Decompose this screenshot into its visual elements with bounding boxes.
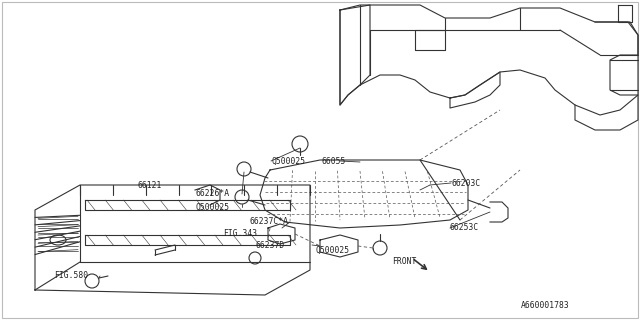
Text: 66055: 66055 (321, 156, 346, 165)
Text: FRONT: FRONT (392, 258, 417, 267)
Text: Q500025: Q500025 (272, 156, 306, 165)
Text: FIG.580: FIG.580 (54, 271, 88, 281)
Text: FIG.343: FIG.343 (223, 229, 257, 238)
Text: 66226*A: 66226*A (195, 189, 229, 198)
Text: 66253C: 66253C (450, 223, 479, 233)
Text: Q500025: Q500025 (315, 245, 349, 254)
Text: Q500025: Q500025 (196, 203, 230, 212)
Text: A660001783: A660001783 (521, 300, 570, 309)
Text: 66237C*A: 66237C*A (249, 218, 288, 227)
Text: 66121: 66121 (138, 180, 163, 189)
Text: 66237D: 66237D (255, 241, 284, 250)
Text: 66203C: 66203C (452, 179, 481, 188)
